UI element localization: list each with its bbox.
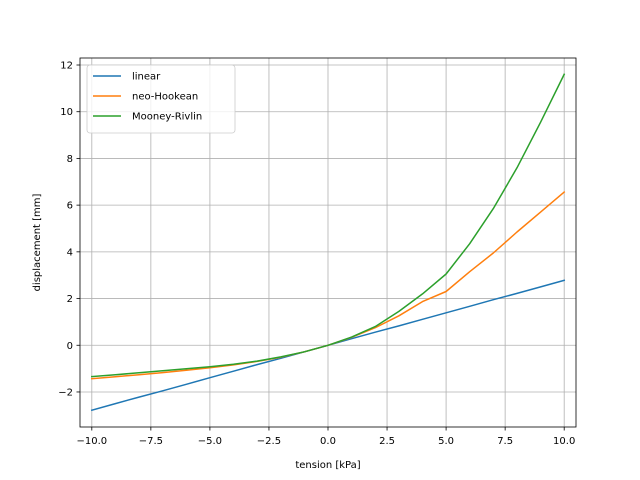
y-tick-label: −2 (58, 387, 73, 398)
y-tick-label: 12 (60, 61, 73, 72)
y-tick-label: 0 (67, 341, 73, 352)
y-tick-label: 6 (67, 201, 73, 212)
legend-label-neo-hookean: neo-Hookean (132, 92, 198, 103)
x-tick-label: −7.5 (139, 436, 163, 447)
x-tick-label: 0.0 (320, 436, 336, 447)
x-tick-label: −2.5 (257, 436, 281, 447)
x-axis: −10.0 −7.5 −5.0 −2.5 0.0 2.5 5.0 7.5 10.0 (76, 427, 575, 447)
y-tick-label: 10 (60, 107, 73, 118)
legend: linear neo-Hookean Mooney-Rivlin (86, 64, 236, 134)
x-tick-label: 5.0 (438, 436, 454, 447)
y-tick-label: 2 (67, 294, 73, 305)
legend-label-mooney-rivlin: Mooney-Rivlin (132, 112, 202, 123)
grid (80, 58, 576, 427)
series-layer (90, 73, 566, 412)
y-tick-label: 8 (67, 154, 73, 165)
x-tick-label: 10.0 (553, 436, 575, 447)
y-tick-label: 4 (67, 247, 73, 258)
y-axis: −2 0 2 4 6 8 10 12 (58, 61, 80, 398)
y-axis-label: displacement [mm] (32, 193, 43, 291)
legend-box (86, 64, 236, 134)
x-axis-label: tension [kPa] (295, 460, 360, 471)
x-tick-label: 2.5 (379, 436, 395, 447)
x-tick-label: −10.0 (76, 436, 107, 447)
series-line-mooney-rivlin (90, 73, 566, 378)
x-tick-label: −5.0 (198, 436, 222, 447)
legend-label-linear: linear (132, 72, 161, 83)
x-tick-label: 7.5 (497, 436, 513, 447)
